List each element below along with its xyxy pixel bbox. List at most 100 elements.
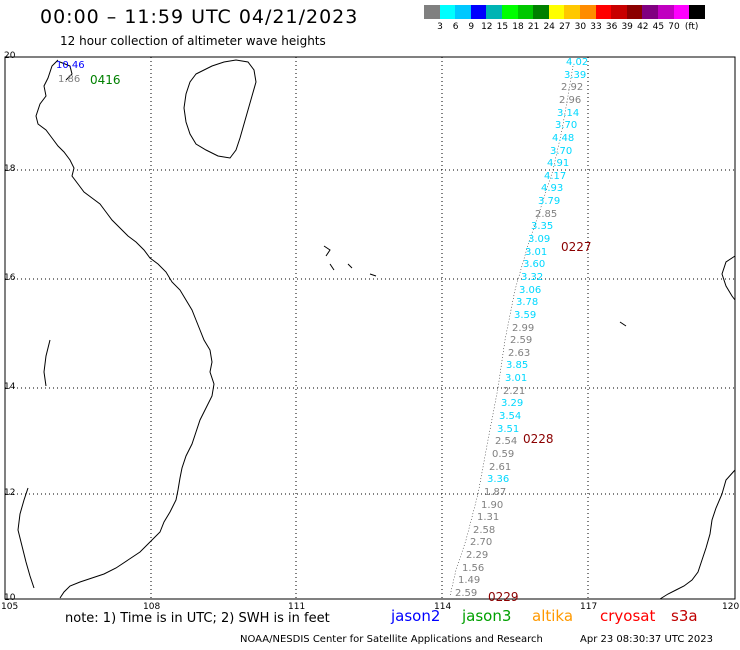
legend-jason3: jason3 bbox=[462, 607, 512, 625]
longitude-label: 111 bbox=[288, 602, 306, 612]
wave-height-value: 2.29 bbox=[466, 550, 489, 561]
map-frame bbox=[4, 56, 736, 600]
wave-height-value: 3.79 bbox=[538, 196, 561, 207]
scale-label: 15 bbox=[496, 22, 509, 32]
color-scale bbox=[424, 5, 705, 24]
scale-label: 9 bbox=[468, 22, 475, 32]
wave-height-value: 2.85 bbox=[535, 209, 558, 220]
latitude-label: 12 bbox=[4, 488, 16, 498]
longitude-label: 114 bbox=[434, 602, 452, 612]
legend-cryosat: cryosat bbox=[600, 607, 656, 625]
scale-label: 18 bbox=[512, 22, 524, 32]
scale-swatch bbox=[579, 5, 596, 19]
wave-height-value: 2.59 bbox=[510, 335, 533, 346]
scale-swatch bbox=[689, 5, 705, 19]
wave-height-value: 2.61 bbox=[489, 462, 512, 473]
wave-height-value: 4.48 bbox=[552, 133, 575, 144]
scale-label: (ft) bbox=[684, 22, 699, 32]
scale-label: 12 bbox=[481, 22, 493, 32]
scale-label: 30 bbox=[574, 22, 587, 32]
longitude-label: 105 bbox=[1, 602, 19, 612]
wave-height-value: 3.29 bbox=[501, 398, 524, 409]
scale-swatch bbox=[626, 5, 643, 19]
scale-swatch bbox=[455, 5, 471, 19]
scale-swatch bbox=[548, 5, 565, 19]
wave-height-value: 2.96 bbox=[559, 95, 582, 106]
wave-height-value: 3.78 bbox=[516, 297, 539, 308]
scale-label: 42 bbox=[637, 22, 649, 32]
wave-height-value: 3.01 bbox=[505, 373, 528, 384]
latitude-label: 18 bbox=[4, 164, 16, 174]
wave-height-value: 3.70 bbox=[555, 120, 578, 131]
wave-height-value: 2.59 bbox=[455, 588, 478, 599]
scale-swatch bbox=[517, 5, 534, 19]
longitude-label: 108 bbox=[143, 602, 161, 612]
scale-swatch bbox=[564, 5, 580, 19]
wave-height-value: 3.36 bbox=[487, 474, 510, 485]
credit-text: NOAA/NESDIS Center for Satellite Applica… bbox=[240, 634, 543, 645]
wave-height-value: 3.85 bbox=[506, 360, 529, 371]
map-subtitle: 12 hour collection of altimeter wave hei… bbox=[60, 34, 326, 48]
graticule bbox=[5, 57, 735, 599]
coastline bbox=[17, 59, 736, 600]
footer-note: note: 1) Time is in UTC; 2) SWH is in fe… bbox=[65, 611, 330, 626]
wave-height-value: 3.60 bbox=[523, 259, 546, 270]
wave-height-value: 4.17 bbox=[544, 171, 567, 182]
scale-label: 36 bbox=[605, 22, 618, 32]
scale-swatch bbox=[486, 5, 502, 19]
latitude-label: 20 bbox=[4, 51, 16, 61]
track-time-label: 0227 bbox=[561, 240, 592, 254]
latitude-label: 10 bbox=[4, 593, 16, 603]
map-title: 00:00 – 11:59 UTC 04/21/2023 bbox=[40, 6, 359, 28]
wave-height-value: 1.90 bbox=[481, 500, 504, 511]
wave-value: 10.46 bbox=[56, 60, 85, 71]
wave-height-value: 3.35 bbox=[531, 221, 554, 232]
latitude-label: 14 bbox=[4, 382, 16, 392]
scale-label: 27 bbox=[559, 22, 571, 32]
legend-s3a: s3a bbox=[671, 607, 698, 625]
wave-height-value: 1.87 bbox=[484, 487, 507, 498]
scale-swatch bbox=[470, 5, 487, 19]
scale-label: 6 bbox=[452, 22, 459, 32]
wave-height-value: 1.49 bbox=[458, 575, 481, 586]
wave-height-value: 4.91 bbox=[547, 158, 570, 169]
track-time-label: 0229 bbox=[488, 590, 519, 604]
wave-height-value: 3.70 bbox=[550, 146, 573, 157]
wave-height-value: 2.21 bbox=[503, 386, 526, 397]
legend-altika: altika bbox=[532, 607, 574, 625]
scale-label: 3 bbox=[437, 22, 443, 32]
wave-height-value: 3.54 bbox=[499, 411, 522, 422]
wave-height-value: 3.32 bbox=[521, 272, 544, 283]
scale-swatch bbox=[424, 5, 440, 19]
wave-height-value: 3.09 bbox=[528, 234, 551, 245]
wave-height-value: 3.59 bbox=[514, 310, 537, 321]
wave-height-value: 3.51 bbox=[497, 424, 520, 435]
wave-value: 1.86 bbox=[58, 74, 81, 85]
track-time-label: 0228 bbox=[523, 432, 554, 446]
longitude-label: 120 bbox=[722, 602, 740, 612]
scale-swatch bbox=[501, 5, 518, 19]
wave-height-value: 3.01 bbox=[525, 247, 548, 258]
wave-height-value: 2.58 bbox=[473, 525, 496, 536]
scale-swatch bbox=[673, 5, 690, 19]
latitude-label: 16 bbox=[4, 273, 16, 283]
scale-swatch bbox=[611, 5, 627, 19]
timestamp-text: Apr 23 08:30:37 UTC 2023 bbox=[580, 634, 713, 645]
wave-height-value: 2.54 bbox=[495, 436, 518, 447]
scale-label: 21 bbox=[527, 22, 540, 32]
wave-height-value: 0.59 bbox=[492, 449, 515, 460]
legend-jason2: jason2 bbox=[391, 607, 441, 625]
scale-label: 33 bbox=[590, 22, 602, 32]
wave-height-value: 3.06 bbox=[519, 285, 542, 296]
wave-height-value: 4.02 bbox=[566, 57, 589, 68]
wave-height-value: 2.99 bbox=[512, 323, 535, 334]
wave-height-value: 4.93 bbox=[541, 183, 564, 194]
wave-height-value: 1.31 bbox=[477, 512, 500, 523]
scale-swatch bbox=[439, 5, 456, 19]
track-time-label: 0416 bbox=[90, 73, 121, 87]
wave-height-value: 2.70 bbox=[470, 537, 493, 548]
scale-label: 24 bbox=[543, 22, 555, 32]
wave-height-value: 3.14 bbox=[557, 108, 580, 119]
wave-height-value: 3.39 bbox=[564, 70, 587, 81]
